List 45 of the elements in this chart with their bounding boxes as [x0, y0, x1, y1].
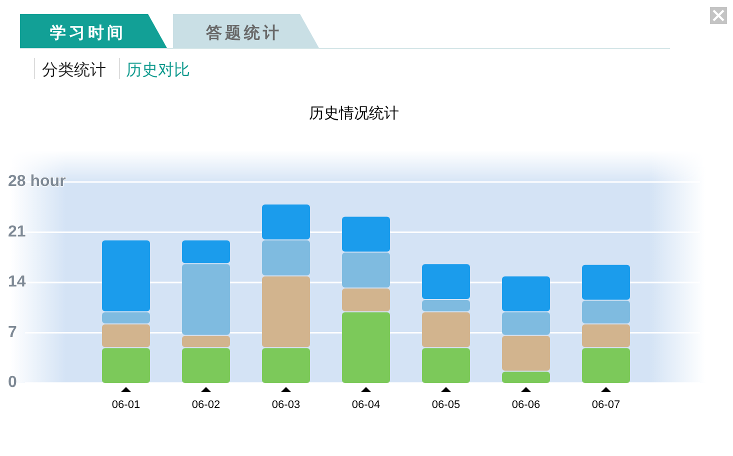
subtab-active: 历史对比 [126, 62, 190, 79]
bar [102, 324, 150, 348]
y-tick-label: 0 [8, 374, 17, 392]
x-tick-label: 06-07 [592, 399, 620, 411]
x-tick-label: 06-03 [272, 399, 300, 411]
x-tick-label: 06-06 [512, 399, 540, 411]
bar [342, 216, 390, 252]
tab: 答题统计 [173, 14, 319, 48]
bar [582, 300, 630, 324]
bar [502, 336, 550, 371]
bar [182, 264, 230, 335]
bar [262, 276, 310, 348]
y-tick-label: 21 [8, 223, 26, 240]
bar [262, 204, 310, 240]
y-tick-label: 14 [8, 274, 26, 291]
bar [502, 312, 550, 335]
bar [182, 336, 230, 348]
bar [342, 312, 390, 383]
bar [502, 276, 550, 312]
bar [182, 240, 230, 264]
x-tick-label: 06-05 [432, 399, 460, 411]
x-tick-label: 06-02 [192, 399, 220, 411]
bar [422, 312, 470, 348]
bar [182, 348, 230, 383]
bar [342, 252, 390, 288]
x-tick-label: 06-04 [352, 399, 380, 411]
bar [102, 240, 150, 312]
bar [502, 372, 550, 383]
bar [262, 348, 310, 383]
bar [582, 264, 630, 300]
bar [582, 324, 630, 348]
bar [422, 300, 470, 312]
bar [262, 240, 310, 276]
bar [342, 288, 390, 312]
y-tick-label: 7 [8, 324, 17, 341]
chart-title: 历史情况统计 [309, 105, 399, 122]
bar [422, 264, 470, 300]
subtab: 分类统计 [42, 62, 106, 79]
bar [102, 348, 150, 383]
y-tick-label: 28 hour [8, 173, 66, 190]
bar [582, 348, 630, 383]
x-tick-label: 06-01 [112, 399, 140, 411]
bar [422, 348, 470, 383]
bar [102, 312, 150, 324]
tab-active: 学习时间 [20, 14, 167, 48]
